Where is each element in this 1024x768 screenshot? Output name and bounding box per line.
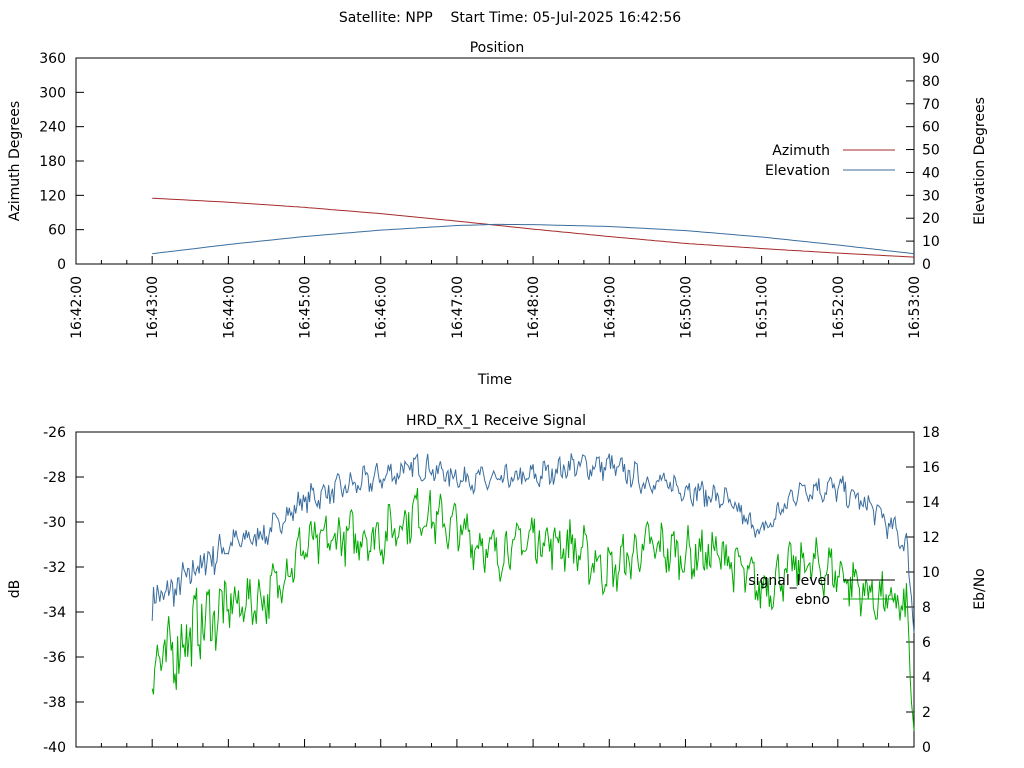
ebno-axis: 0 2 4 6 8 10 12 14 16 18 [906,425,940,756]
x-tick-label: 16:51:00 [755,276,771,339]
db-axis: -40 -38 -36 -34 -32 -30 -28 -26 [43,425,84,756]
x-tick-label: 16:47:00 [450,276,466,339]
x-tick-label: 16:48:00 [526,276,542,339]
receive-signal-plot-frame [75,431,915,748]
position-chart: Position 0 60 120 180 240 300 360 0 10 20 30 40 50 6… [7,40,988,388]
legend-elevation-label: Elevation [765,163,830,179]
legend-signal-level-label: signal_level [748,573,830,589]
page-title: Satellite: NPP Start Time: 05-Jul-2025 1… [339,10,681,26]
x-tick-label: 16:50:00 [678,276,694,339]
azimuth-series-line [152,197,915,258]
y2-tick-label: 50 [922,143,940,159]
y-tick-label: 180 [39,154,66,170]
signal-level-series-line [151,453,915,633]
y2-tick-label: 14 [922,495,940,511]
y2-tick-label: 18 [922,425,940,441]
y-tick-label: -26 [43,425,66,441]
y2-tick-label: 12 [922,530,940,546]
y2-tick-label: 0 [922,257,931,273]
y-tick-label: 240 [39,120,66,136]
y2-tick-label: 30 [922,188,940,204]
x-tick-label: 16:44:00 [221,276,237,339]
y-tick-label: 120 [39,188,66,204]
elevation-axis: 0 10 20 30 40 50 60 70 80 90 [906,51,940,273]
legend-azimuth-label: Azimuth [772,143,830,159]
y2-tick-label: 8 [922,600,931,616]
receive-signal-chart-title: HRD_RX_1 Receive Signal [406,413,586,429]
x-tick-label: 16:46:00 [374,276,390,339]
y2-tick-label: 40 [922,165,940,181]
y2-tick-label: 60 [922,120,940,136]
y2-tick-label: 90 [922,51,940,67]
y-tick-label: -28 [43,470,66,486]
y-tick-label: -34 [43,605,66,621]
y2-tick-label: 4 [922,670,931,686]
elevation-axis-label: Elevation Degrees [972,97,988,225]
azimuth-axis: 0 60 120 180 240 300 360 [39,51,84,273]
y2-tick-label: 2 [922,705,931,721]
x-tick-label: 16:45:00 [298,276,314,339]
x-tick-label: 16:52:00 [831,276,847,339]
x-tick-label: 16:53:00 [907,276,923,339]
signal-time-axis [75,739,915,747]
y2-tick-label: 6 [922,635,931,651]
y2-tick-label: 70 [922,97,940,113]
ebno-axis-label: Eb/No [972,568,988,610]
time-axis-label: Time [477,372,512,388]
legend-ebno-label: ebno [795,592,830,608]
azimuth-axis-label: Azimuth Degrees [7,101,23,221]
y-tick-label: 60 [48,223,66,239]
time-axis: 16:42:00 16:43:00 16:44:00 16:45:00 16:46:00… [69,256,923,339]
position-chart-title: Position [470,40,525,56]
y2-tick-label: 80 [922,74,940,90]
y-tick-label: -38 [43,695,66,711]
y-tick-label: -32 [43,560,66,576]
ebno-series-line [151,487,915,731]
x-tick-label: 16:43:00 [145,276,161,339]
position-plot-frame [75,57,915,265]
x-tick-label: 16:42:00 [69,276,85,339]
x-tick-label: 16:49:00 [602,276,618,339]
y-tick-label: 300 [39,85,66,101]
y-tick-label: 360 [39,51,66,67]
y2-tick-label: 16 [922,460,940,476]
y-tick-label: -40 [43,740,66,756]
elevation-series-line [152,223,915,255]
y2-tick-label: 0 [922,740,931,756]
y2-tick-label: 10 [922,234,940,250]
db-axis-label: dB [7,580,23,599]
y2-tick-label: 20 [922,211,940,227]
receive-signal-chart: HRD_RX_1 Receive Signal -40-38-36-34-32-… [7,413,988,756]
y-tick-label: -30 [43,515,66,531]
y-tick-label: 0 [57,257,66,273]
y2-tick-label: 10 [922,565,940,581]
y-tick-label: -36 [43,650,66,666]
